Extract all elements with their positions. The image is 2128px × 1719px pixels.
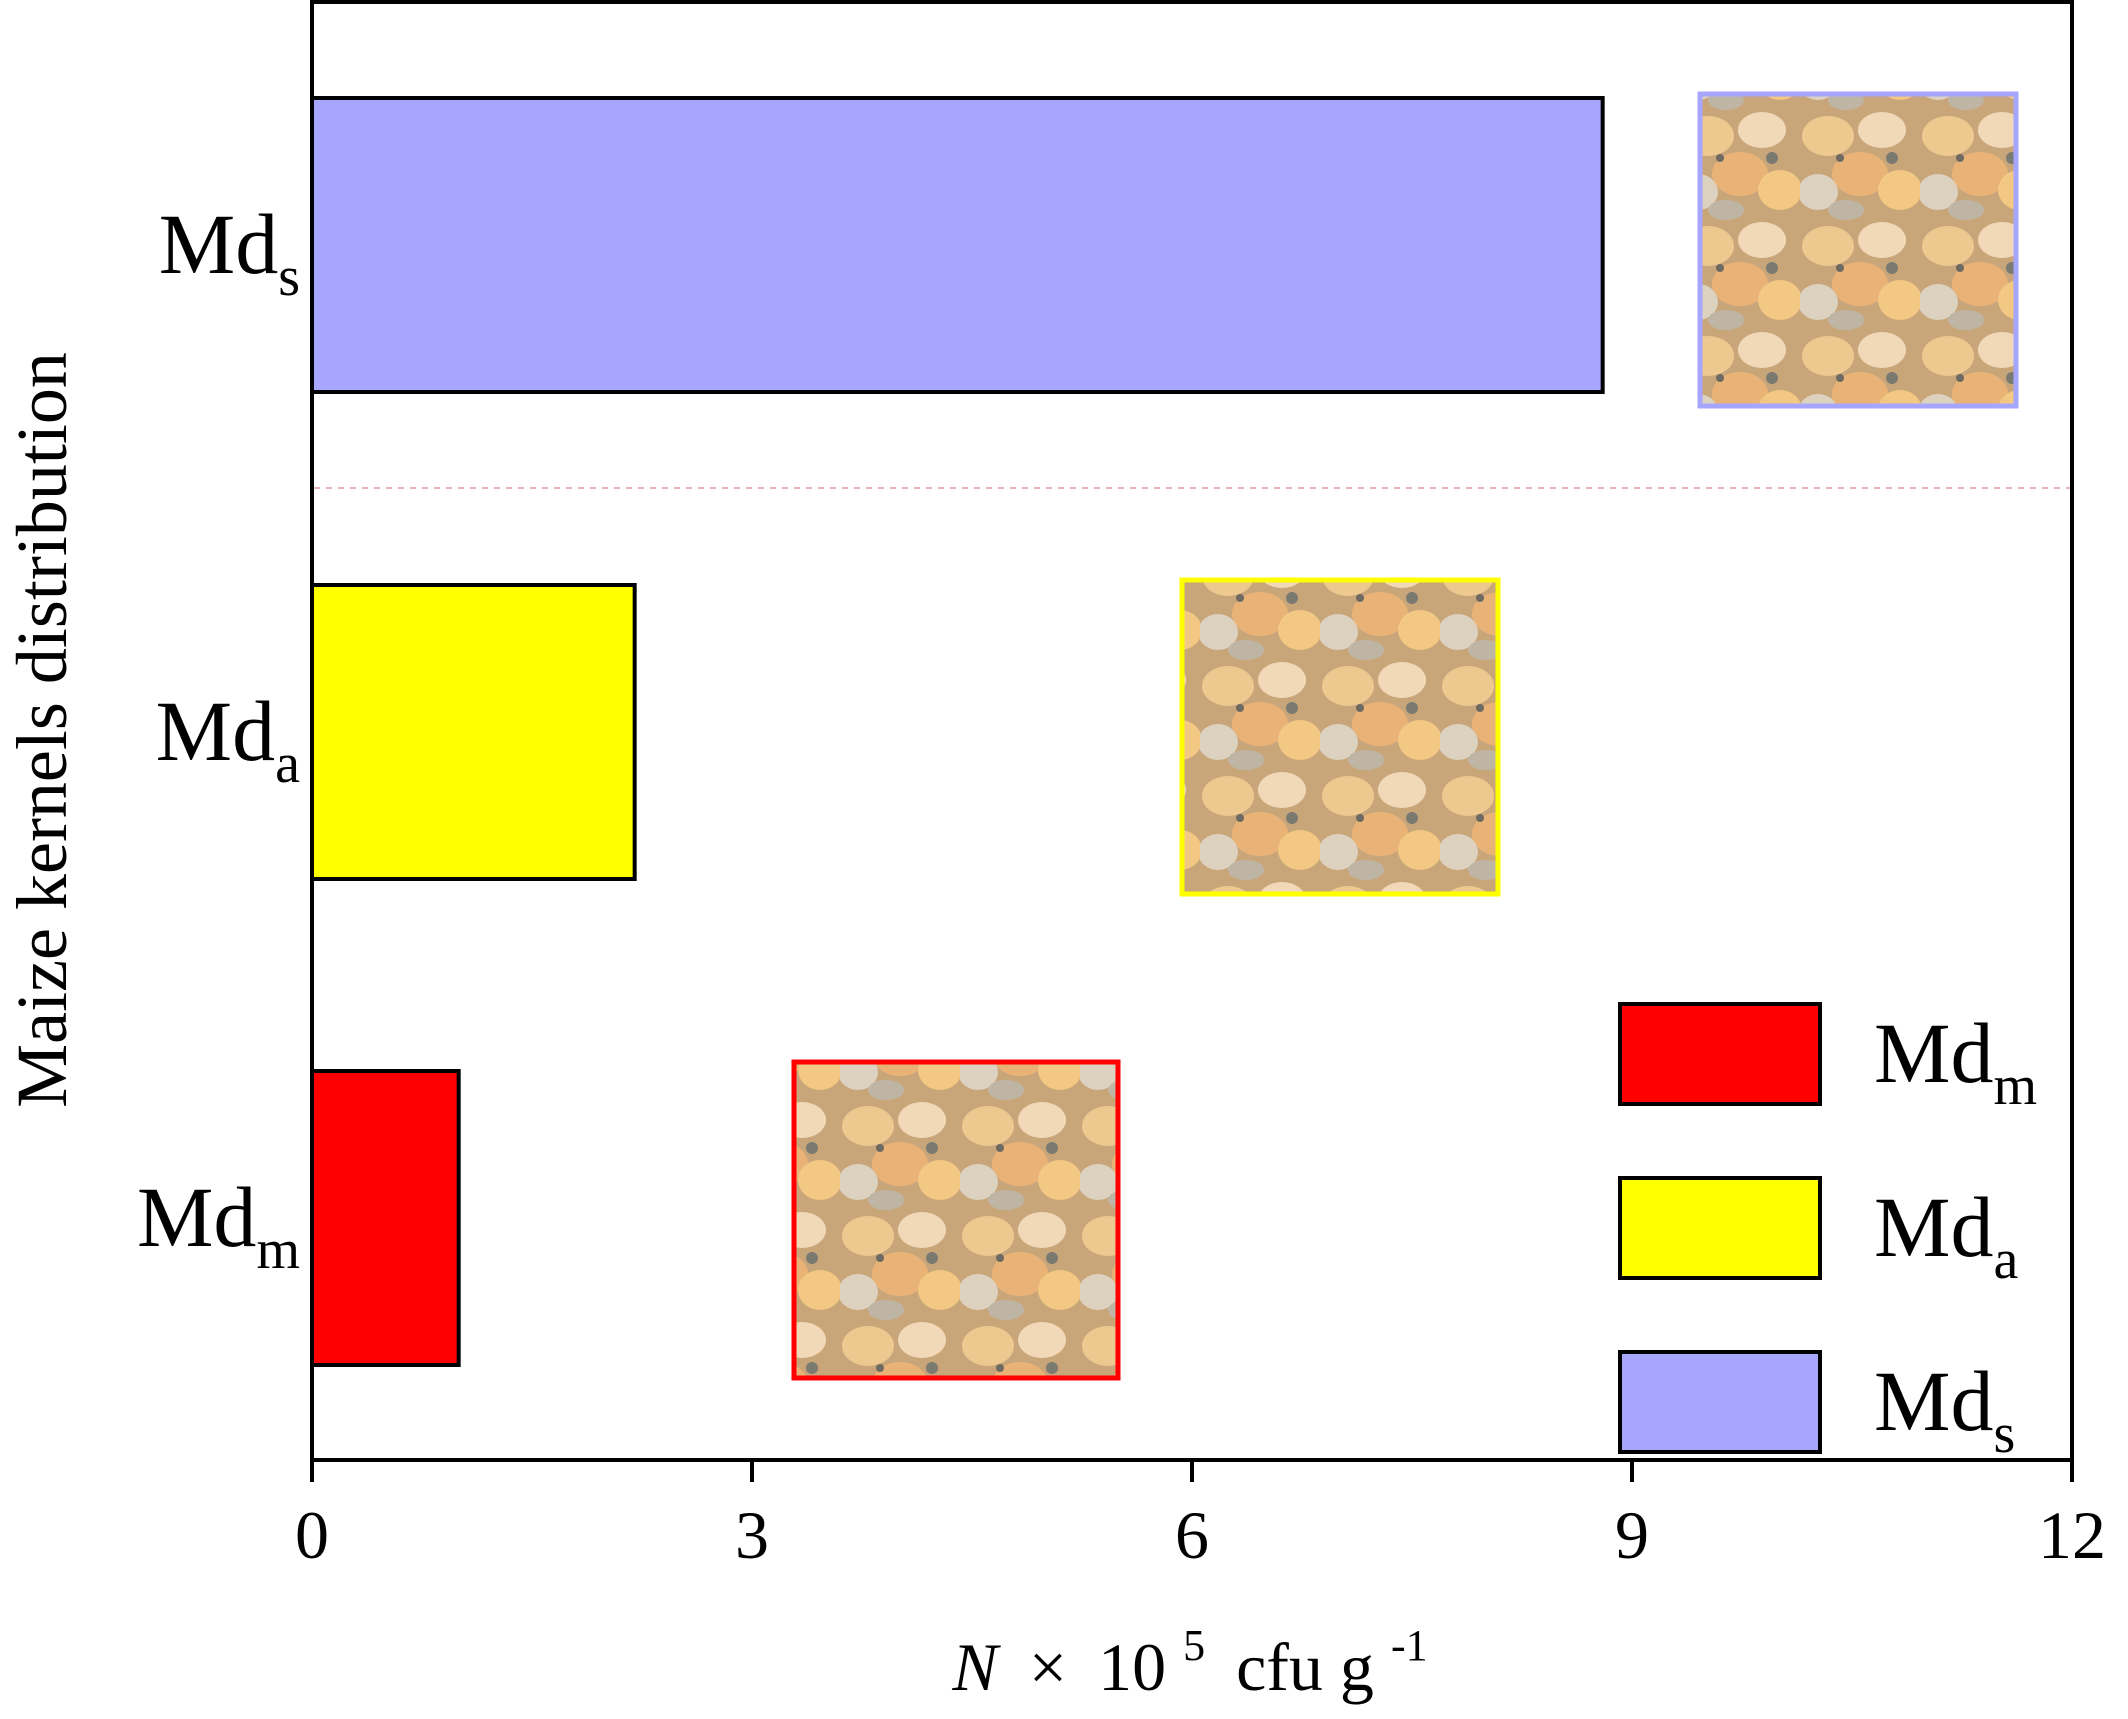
legend-label-md-m: Mdm: [1874, 1005, 2037, 1117]
x-tick-label-0: 0: [295, 1497, 329, 1573]
category-label-md-m: Mdm: [137, 1169, 300, 1281]
y-axis-title: Maize kernels distribution: [2, 352, 82, 1108]
x-tick-label-6: 6: [1175, 1497, 1209, 1573]
bar-md-s: [310, 96, 1605, 394]
category-label-md-s: Mds: [159, 196, 300, 308]
x-axis-title-symbol: N: [951, 1629, 1001, 1705]
bar-md-m: [310, 1069, 461, 1367]
x-tick-label-12: 12: [2038, 1497, 2106, 1573]
legend: Mdm Mda Mds: [1618, 1002, 2037, 1465]
x-tick-label-3: 3: [735, 1497, 769, 1573]
legend-swatch-md-m: [1618, 1002, 1822, 1106]
photo-md-m: [791, 1059, 1121, 1381]
x-axis-title-unit-exponent: -1: [1391, 1621, 1428, 1670]
legend-swatch-md-s: [1618, 1350, 1822, 1454]
photo-md-a: [1179, 577, 1501, 897]
x-axis-title-base: 10: [1098, 1629, 1166, 1705]
x-axis-title: N × 10 5 cfu g -1: [951, 1599, 1427, 1705]
category-labels: Mds Mda Mdm: [137, 196, 300, 1281]
x-axis: 0 3 6 9 12: [295, 1460, 2106, 1573]
category-label-md-a: Mda: [156, 683, 300, 795]
legend-swatch-md-a: [1618, 1176, 1822, 1280]
bars: [310, 96, 1605, 1367]
x-tick-label-9: 9: [1615, 1497, 1649, 1573]
x-axis-title-exponent: 5: [1183, 1621, 1205, 1670]
x-axis-title-unit: cfu g: [1236, 1629, 1374, 1705]
x-axis-title-times: ×: [1029, 1629, 1067, 1705]
legend-label-md-a: Mda: [1874, 1179, 2018, 1291]
inset-photos: [791, 91, 2019, 1381]
legend-label-md-s: Mds: [1874, 1353, 2015, 1465]
photo-md-s: [1697, 91, 2019, 409]
bar-md-a: [310, 583, 637, 881]
